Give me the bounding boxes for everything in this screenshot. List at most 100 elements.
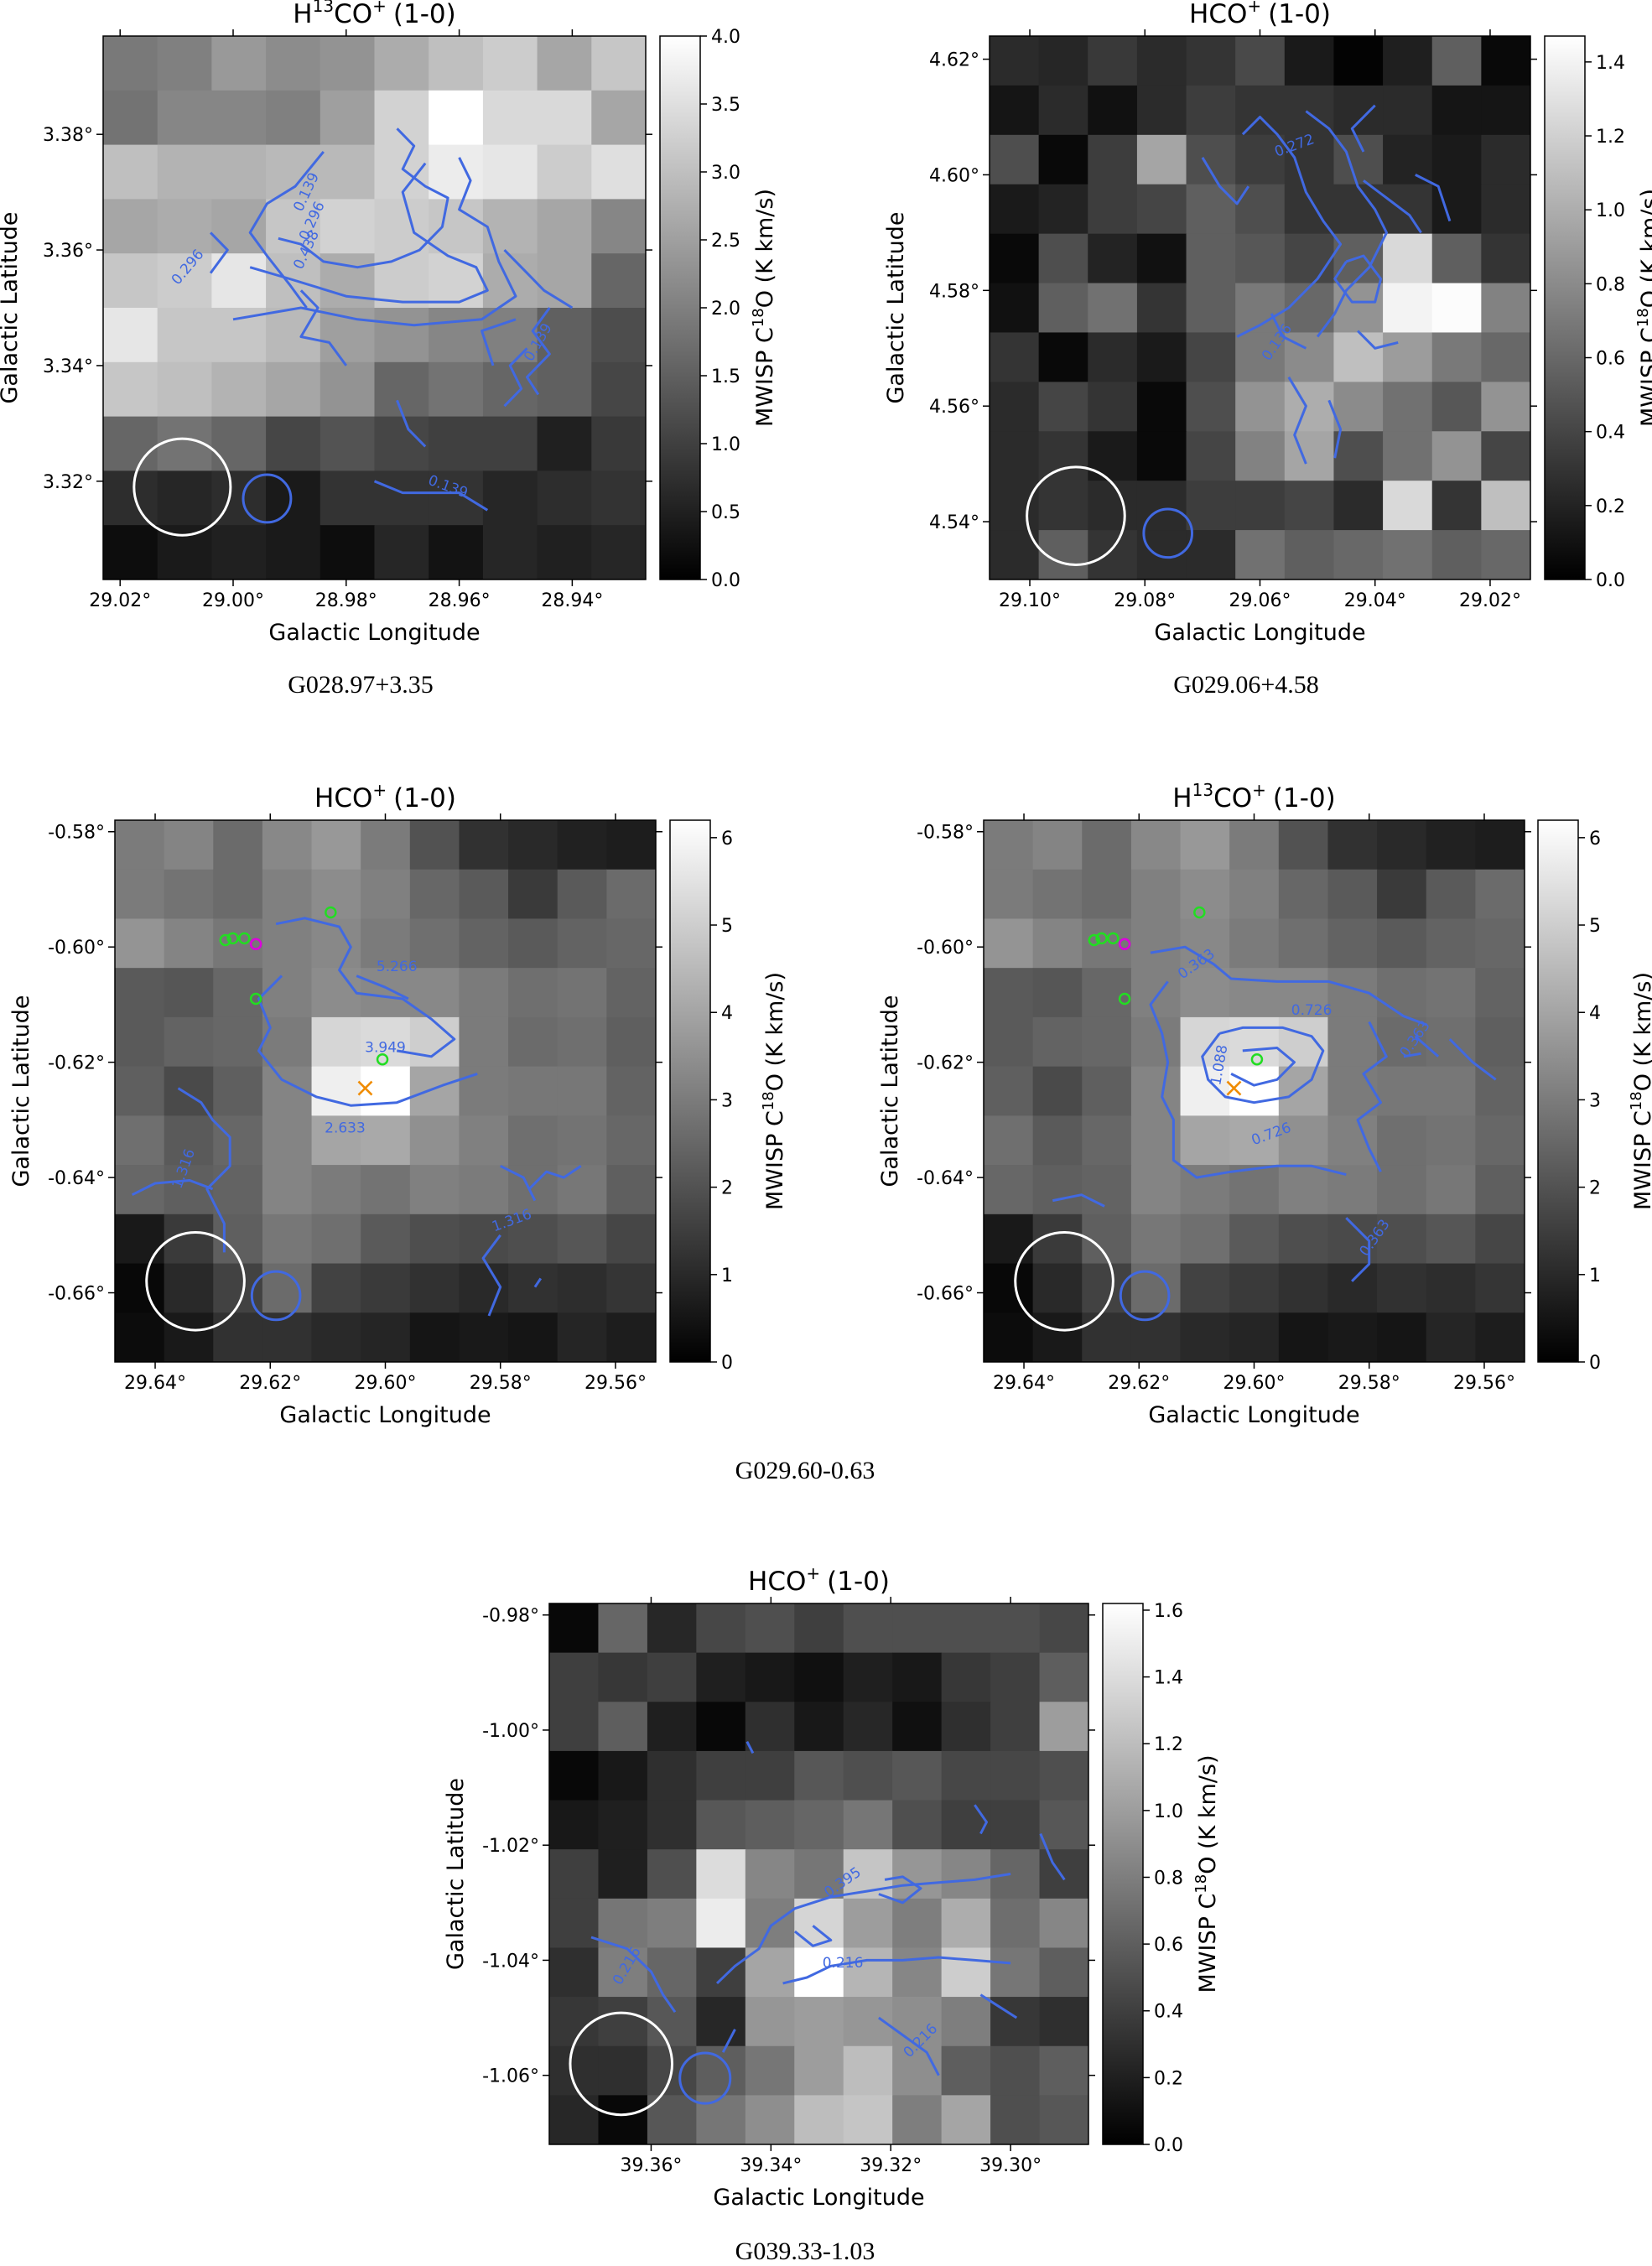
x-axis-label: Galactic Longitude [279, 1402, 491, 1428]
heatmap-cell [557, 918, 607, 969]
heatmap-cell [1032, 918, 1083, 969]
heatmap-cell [606, 1016, 656, 1068]
contour-line [249, 162, 489, 304]
heatmap-cell [103, 525, 158, 579]
heatmap-cell [429, 36, 484, 91]
contour-line [232, 157, 517, 327]
x-tick-label: 29.64° [124, 1373, 186, 1394]
beam-circle-blue [1119, 1270, 1171, 1322]
heatmap-cell [557, 1066, 607, 1116]
heatmap-cell [1278, 869, 1329, 920]
heatmap-cell [598, 1997, 648, 2047]
y-tick-label: -0.66° [917, 1284, 974, 1305]
beam-circle-white [569, 2011, 674, 2117]
heatmap-cell [892, 1652, 943, 1702]
heatmap-cell [1229, 1214, 1280, 1265]
heatmap-cell [262, 1263, 313, 1313]
heatmap-cell [213, 1066, 263, 1116]
heatmap-cell [115, 820, 165, 871]
heatmap-cell [1088, 382, 1138, 432]
heatmap-cell [794, 1849, 844, 1900]
heatmap-cell [1481, 36, 1530, 86]
heatmap-cell [1032, 820, 1083, 871]
colorbar-tick-label: 2 [721, 1178, 733, 1199]
heatmap-cell [696, 1947, 746, 1998]
heatmap-cell [1039, 1849, 1088, 1900]
contour-lines [590, 1741, 1066, 2076]
x-tick-label: 29.58° [470, 1373, 532, 1394]
heatmap-cell [459, 1263, 509, 1313]
heatmap-cell [1235, 530, 1286, 579]
heatmap-cell [1475, 1016, 1525, 1068]
contour-line [1415, 174, 1452, 222]
orange-cross-marker [1226, 1080, 1242, 1096]
heatmap-cell [508, 1066, 558, 1116]
heatmap-cell [213, 968, 263, 1018]
colorbar-tick-label: 1.0 [1596, 200, 1625, 221]
heatmap-cell [319, 199, 376, 254]
colorbar-label-part: MWISP C [1195, 1894, 1221, 1993]
contour-line [1287, 376, 1307, 465]
heatmap-cell [211, 144, 267, 200]
heatmap-cell [941, 2045, 991, 2096]
heatmap-cell [984, 1165, 1034, 1215]
heatmap-cell [115, 1115, 165, 1166]
heatmap-cell [984, 1214, 1034, 1265]
y-tick-label: -0.58° [917, 823, 974, 844]
beam-circle-white [145, 1230, 246, 1332]
heatmap-cell [266, 199, 321, 254]
colorbar-tick-label: 0.4 [1596, 423, 1625, 444]
heatmap-cell [984, 1312, 1034, 1362]
heatmap-cell [374, 308, 429, 363]
heatmap-cell [213, 1016, 263, 1068]
heatmap-cell [892, 2045, 943, 2096]
contour-line [356, 974, 409, 1000]
heatmap-cell [598, 1849, 648, 1900]
heatmap-cell [794, 2095, 844, 2144]
heatmap-cell [591, 36, 646, 91]
heatmap-cell [1431, 431, 1482, 481]
heatmap-cell [1032, 1165, 1083, 1215]
heatmap-cell [1186, 184, 1236, 235]
contour-lines [1201, 104, 1452, 465]
contour-line [1230, 1047, 1296, 1087]
heatmap-cell [508, 918, 558, 969]
heatmap-cell [591, 470, 646, 526]
colorbar-label-sup: 18 [1192, 1874, 1210, 1894]
heatmap-cell [1186, 85, 1236, 136]
heatmap-cell [262, 1312, 313, 1362]
contour-label: 5.266 [377, 959, 418, 975]
heatmap-cell [311, 1312, 361, 1362]
heatmap-cell [1082, 869, 1132, 920]
title-ion: + [372, 0, 387, 16]
heatmap-cell [1235, 85, 1286, 136]
heatmap-cell [1186, 134, 1236, 185]
heatmap-cell [557, 968, 607, 1018]
heatmap-cell [549, 1652, 600, 1702]
heatmap-cell [1088, 184, 1138, 235]
colorbar-tick-label: 3 [1589, 1090, 1601, 1111]
heatmap-cell [103, 36, 158, 91]
heatmap-cell [1481, 332, 1530, 382]
heatmap-cell [941, 1750, 991, 1801]
heatmap-cell [892, 1750, 943, 1801]
contour-line [1236, 116, 1343, 338]
heatmap-cell [1333, 431, 1384, 481]
heatmap-cell [1039, 1800, 1088, 1850]
heatmap-cell [1082, 820, 1132, 871]
heatmap-cell [459, 1115, 509, 1166]
heatmap-cell [990, 2095, 1041, 2144]
title-ion: + [1252, 780, 1266, 800]
heatmap-cell [1377, 1263, 1427, 1313]
heatmap-cell [103, 253, 158, 309]
heatmap-cell [1186, 332, 1236, 382]
colorbar-tick-label: 0.0 [1596, 570, 1625, 591]
heatmap-cell [211, 36, 267, 91]
x-tick-label: 29.00° [202, 590, 264, 611]
title-part: H [1172, 783, 1192, 813]
heatmap-cell [1180, 1115, 1230, 1166]
heatmap-cell [311, 820, 361, 871]
heatmap-cell [745, 1849, 795, 1900]
colorbar: 0 1 2 3 4 5 6 MWISP C18O (K km/s) [669, 819, 788, 1374]
heatmap-cell [311, 1016, 361, 1068]
